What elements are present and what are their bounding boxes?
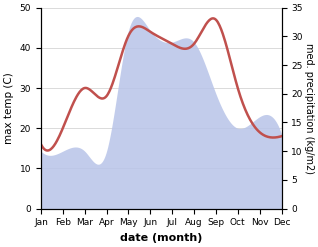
- X-axis label: date (month): date (month): [120, 233, 203, 243]
- Y-axis label: max temp (C): max temp (C): [4, 72, 14, 144]
- Y-axis label: med. precipitation (kg/m2): med. precipitation (kg/m2): [304, 43, 314, 174]
